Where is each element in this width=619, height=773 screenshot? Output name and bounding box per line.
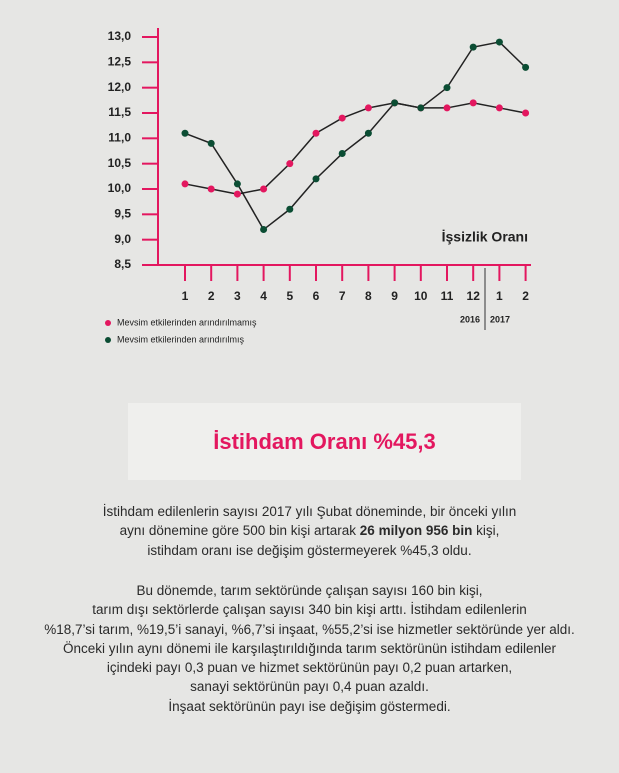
data-point: [338, 150, 346, 158]
data-point: [181, 180, 189, 188]
data-point: [312, 129, 320, 137]
data-point: [495, 104, 503, 112]
chart: İşsizlik Oranı 8,5 9,0 9,5 10,0 10,5 11,0 11,5…: [105, 28, 531, 344]
series-line: [184, 102, 526, 195]
text-line: istihdam oranı ise değişim göstermeyerek…: [147, 542, 472, 558]
y-tick-label: 13,0: [108, 29, 132, 43]
y-tick-label: 9,0: [114, 232, 131, 246]
heading-box: İstihdam Oranı %45,3: [128, 403, 521, 480]
text: kişi,: [476, 523, 500, 539]
text-line: İnşaat sektörünün payı ise değişim göste…: [168, 698, 451, 714]
data-point: [522, 109, 530, 117]
x-tick-label: 11: [441, 289, 454, 303]
data-point: [364, 104, 372, 112]
paragraph: Bu dönemde, tarım sektöründe çalışan say…: [0, 581, 619, 716]
data-point: [207, 139, 215, 147]
data-point: [469, 99, 477, 107]
data-point: [312, 175, 320, 183]
x-tick-label: 1: [182, 289, 189, 303]
y-tick-label: 9,5: [114, 207, 131, 221]
data-point: [233, 190, 241, 198]
text: aynı dönemine göre 500 bin kişi artarak: [119, 523, 357, 539]
y-tick-label: 11,0: [108, 131, 131, 145]
data-point: [417, 104, 425, 112]
x-tick-label: 5: [286, 289, 293, 303]
legend-marker: [105, 337, 111, 343]
bold-text: 26 milyon 956 bin: [359, 523, 473, 539]
y-tick-label: 10,0: [108, 181, 132, 195]
legend-label: Mevsim etkilerinden arındırılmamış: [117, 317, 257, 327]
heading: İstihdam Oranı %45,3: [213, 428, 436, 454]
y-tick-label: 10,5: [108, 156, 132, 170]
x-tick-label: 2: [208, 289, 215, 303]
legend-marker: [105, 320, 111, 326]
data-point: [207, 185, 215, 193]
x-tick-label: 10: [414, 289, 428, 303]
data-point: [260, 185, 268, 193]
x-tick-label: 4: [260, 289, 267, 303]
data-point: [495, 38, 503, 46]
data-point: [260, 226, 268, 234]
text-line: İstihdam edilenlerin sayısı 2017 yılı Şu…: [102, 504, 517, 519]
legend-label: Mevsim etkilerinden arındırılmış: [117, 334, 245, 344]
data-point: [286, 160, 294, 168]
x-tick-label: 1: [496, 289, 503, 303]
y-tick-label: 11,5: [108, 105, 131, 119]
series-line: [184, 41, 527, 231]
year-label: 2017: [490, 314, 510, 324]
text-line: Bu dönemde, tarım sektöründe çalışan say…: [136, 583, 483, 598]
text-line: içindeki payı 0,3 puan ve hizmet sektörü…: [106, 660, 513, 676]
x-tick-label: 3: [234, 289, 241, 303]
y-tick-label: 8,5: [114, 257, 131, 271]
x-tick-label: 12: [467, 289, 481, 303]
text-line: Önceki yılın aynı dönemi ile karşılaştır…: [63, 640, 556, 656]
paragraph: İstihdam edilenlerin sayısı 2017 yılı Şu…: [0, 502, 619, 560]
y-tick-label: 12,0: [108, 80, 132, 94]
data-point: [364, 129, 372, 137]
data-point: [181, 129, 189, 137]
text-line: %18,7’si tarım, %19,5’i sanayi, %6,7’si …: [44, 621, 575, 637]
data-point: [443, 104, 451, 112]
data-point: [338, 114, 346, 122]
chart-title: İşsizlik Oranı: [442, 229, 528, 245]
data-point: [286, 205, 294, 213]
x-tick-label: 7: [339, 289, 346, 303]
data-point: [233, 180, 241, 188]
x-tick-label: 8: [365, 289, 372, 303]
text-line: tarım dışı sektörlerde çalışan sayısı 34…: [92, 602, 527, 618]
year-label: 2016: [460, 314, 480, 324]
x-tick-label: 9: [391, 289, 398, 303]
data-point: [443, 84, 451, 92]
text-line: sanayi sektörünün payı 0,4 puan azaldı.: [190, 679, 429, 695]
data-point: [391, 99, 399, 107]
data-point: [522, 63, 530, 71]
data-point: [469, 43, 477, 51]
x-tick-label: 2: [522, 289, 529, 303]
y-tick-label: 12,5: [108, 55, 132, 69]
text-line: aynı dönemine göre 500 bin kişi artarak …: [0, 521, 619, 540]
x-tick-label: 6: [313, 289, 320, 303]
